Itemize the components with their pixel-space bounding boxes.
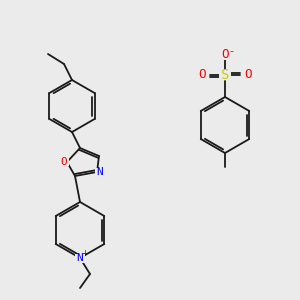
Text: N: N	[76, 253, 83, 263]
Bar	[75, 254, 85, 262]
Text: S: S	[221, 68, 229, 82]
Text: N: N	[97, 167, 104, 177]
Text: +: +	[82, 248, 88, 257]
Text: O: O	[198, 68, 206, 82]
Bar	[95, 168, 105, 176]
Bar	[243, 70, 253, 80]
Bar	[197, 70, 207, 80]
Text: O: O	[61, 157, 68, 167]
Text: -: -	[229, 46, 233, 56]
Text: O: O	[244, 68, 252, 82]
Bar	[220, 50, 230, 59]
Text: O: O	[221, 49, 229, 62]
Bar	[59, 158, 69, 166]
Bar	[219, 70, 231, 80]
